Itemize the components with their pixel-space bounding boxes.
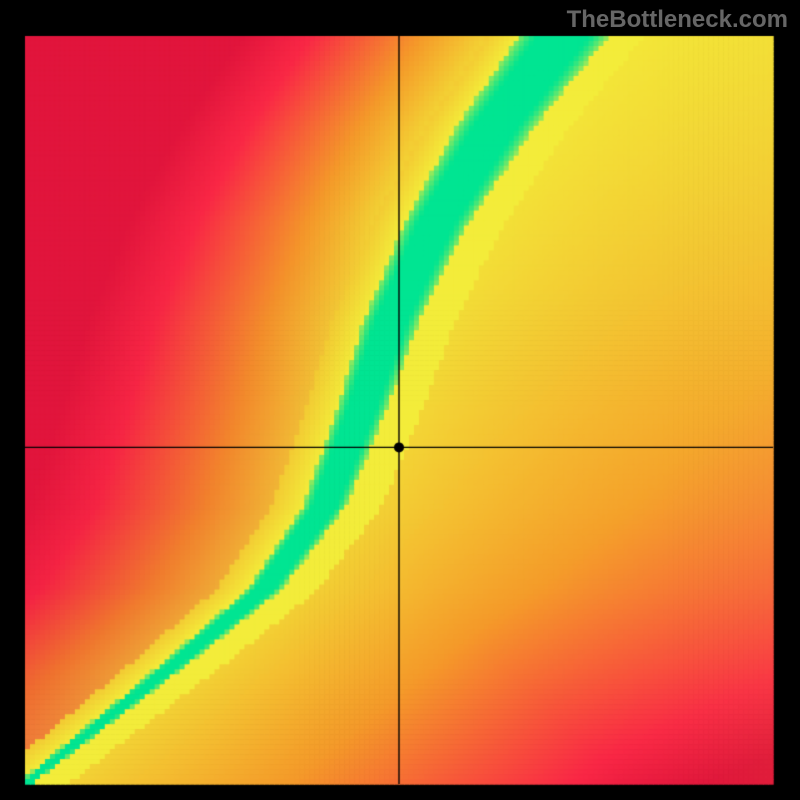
heatmap-canvas [0, 0, 800, 800]
watermark-text: TheBottleneck.com [567, 6, 788, 34]
chart-container: TheBottleneck.com [0, 0, 800, 800]
